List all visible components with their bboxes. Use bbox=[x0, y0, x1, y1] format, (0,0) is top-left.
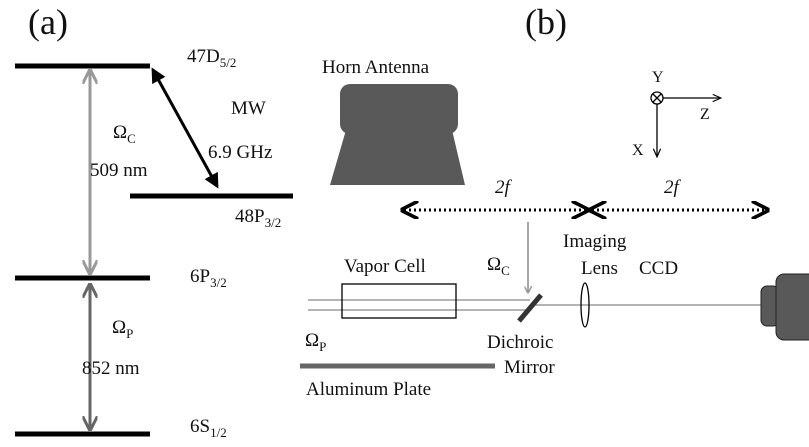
symbol-sub: P bbox=[126, 326, 133, 341]
camera-label: CCD bbox=[639, 258, 678, 279]
coupling-label: ΩC bbox=[113, 122, 136, 146]
axis-label: X bbox=[632, 142, 644, 159]
distance-label: 2f bbox=[495, 177, 513, 198]
coupling-label: ΩC bbox=[487, 254, 510, 278]
diagram: (a) 47D5/2 48P3/2 6P3/2 6S1/2 ΩC 509 nm … bbox=[0, 0, 809, 447]
symbol-sub: P bbox=[319, 339, 326, 354]
wavelength: 852 nm bbox=[82, 358, 140, 379]
level-sub: 5/2 bbox=[220, 55, 237, 70]
axis-label: Z bbox=[700, 106, 710, 123]
distance-label: 2f bbox=[664, 177, 682, 198]
level-name: 47D bbox=[187, 46, 220, 67]
mirror-label: Mirror bbox=[504, 357, 555, 378]
vapor-cell bbox=[342, 284, 456, 318]
ccd-camera bbox=[761, 274, 809, 340]
level-label: 48P3/2 bbox=[235, 206, 281, 230]
symbol: Ω bbox=[112, 317, 126, 338]
dichroic-mirror bbox=[519, 295, 541, 321]
wavelength: 509 nm bbox=[90, 160, 148, 181]
level-name: 6P bbox=[190, 266, 210, 287]
axis-cross bbox=[653, 94, 661, 102]
panel-label: (a) bbox=[28, 2, 68, 42]
panel-label: (b) bbox=[525, 2, 567, 42]
horn-body bbox=[330, 130, 465, 185]
level-name: 48P bbox=[235, 206, 265, 227]
lens-label: Lens bbox=[581, 258, 618, 279]
probe-label: ΩP bbox=[305, 330, 326, 354]
mw-frequency: 6.9 GHz bbox=[208, 142, 272, 163]
level-sub: 3/2 bbox=[210, 275, 227, 290]
lens-label: Imaging bbox=[563, 231, 627, 252]
symbol: Ω bbox=[487, 254, 501, 275]
level-label: 47D5/2 bbox=[187, 46, 236, 70]
mirror-label: Dichroic bbox=[487, 332, 553, 353]
symbol: Ω bbox=[113, 122, 127, 143]
level-sub: 1/2 bbox=[210, 425, 227, 440]
axes bbox=[651, 92, 720, 156]
symbol-sub: C bbox=[501, 263, 510, 278]
cell-label: Vapor Cell bbox=[344, 256, 426, 277]
level-name: 6S bbox=[190, 416, 210, 437]
level-label: 6S1/2 bbox=[190, 416, 227, 440]
energy-levels bbox=[15, 66, 293, 434]
axis-label: Y bbox=[652, 69, 664, 86]
mw-arrow bbox=[153, 70, 217, 186]
level-sub: 3/2 bbox=[265, 215, 282, 230]
antenna-label: Horn Antenna bbox=[322, 57, 430, 78]
horn-top bbox=[340, 84, 458, 134]
probe-label: ΩP bbox=[112, 317, 133, 341]
symbol-sub: C bbox=[127, 131, 136, 146]
camera-body bbox=[776, 274, 809, 340]
level-label: 6P3/2 bbox=[190, 266, 227, 290]
plate-label: Aluminum Plate bbox=[306, 379, 431, 400]
symbol: Ω bbox=[305, 330, 319, 351]
mw-label: MW bbox=[231, 98, 266, 119]
